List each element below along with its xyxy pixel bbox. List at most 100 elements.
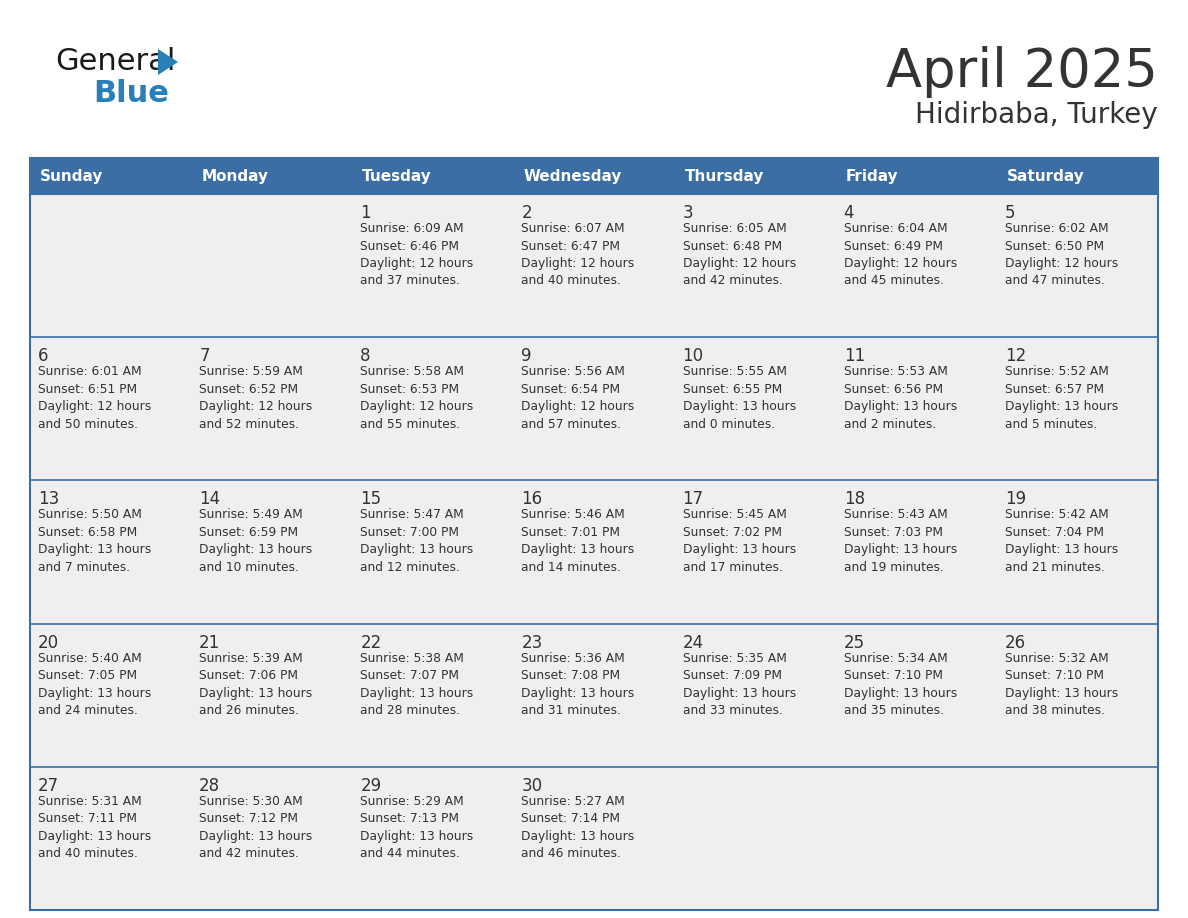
Bar	[997, 623, 1158, 767]
Text: 1: 1	[360, 204, 371, 222]
Text: 18: 18	[843, 490, 865, 509]
Bar	[835, 158, 997, 194]
Text: Sunrise: 5:31 AM
Sunset: 7:11 PM
Daylight: 13 hours
and 40 minutes.: Sunrise: 5:31 AM Sunset: 7:11 PM Dayligh…	[38, 795, 151, 860]
Text: 9: 9	[522, 347, 532, 365]
Text: Saturday: Saturday	[1007, 169, 1085, 184]
Text: Sunrise: 5:30 AM
Sunset: 7:12 PM
Daylight: 13 hours
and 42 minutes.: Sunrise: 5:30 AM Sunset: 7:12 PM Dayligh…	[200, 795, 312, 860]
Text: Sunrise: 5:49 AM
Sunset: 6:59 PM
Daylight: 13 hours
and 10 minutes.: Sunrise: 5:49 AM Sunset: 6:59 PM Dayligh…	[200, 509, 312, 574]
Text: Sunrise: 5:40 AM
Sunset: 7:05 PM
Daylight: 13 hours
and 24 minutes.: Sunrise: 5:40 AM Sunset: 7:05 PM Dayligh…	[38, 652, 151, 717]
Text: Sunrise: 5:47 AM
Sunset: 7:00 PM
Daylight: 13 hours
and 12 minutes.: Sunrise: 5:47 AM Sunset: 7:00 PM Dayligh…	[360, 509, 474, 574]
Text: Sunrise: 5:35 AM
Sunset: 7:09 PM
Daylight: 13 hours
and 33 minutes.: Sunrise: 5:35 AM Sunset: 7:09 PM Dayligh…	[683, 652, 796, 717]
Bar	[191, 337, 353, 480]
Text: General: General	[55, 48, 176, 76]
Polygon shape	[158, 49, 178, 75]
Text: Sunrise: 5:27 AM
Sunset: 7:14 PM
Daylight: 13 hours
and 46 minutes.: Sunrise: 5:27 AM Sunset: 7:14 PM Dayligh…	[522, 795, 634, 860]
Text: 15: 15	[360, 490, 381, 509]
Bar	[997, 194, 1158, 337]
Text: Sunrise: 5:52 AM
Sunset: 6:57 PM
Daylight: 13 hours
and 5 minutes.: Sunrise: 5:52 AM Sunset: 6:57 PM Dayligh…	[1005, 365, 1118, 431]
Text: Sunrise: 5:32 AM
Sunset: 7:10 PM
Daylight: 13 hours
and 38 minutes.: Sunrise: 5:32 AM Sunset: 7:10 PM Dayligh…	[1005, 652, 1118, 717]
Text: Sunrise: 6:07 AM
Sunset: 6:47 PM
Daylight: 12 hours
and 40 minutes.: Sunrise: 6:07 AM Sunset: 6:47 PM Dayligh…	[522, 222, 634, 287]
Bar	[675, 158, 835, 194]
Text: 5: 5	[1005, 204, 1016, 222]
Bar	[513, 158, 675, 194]
Bar	[513, 767, 675, 910]
Text: Sunrise: 6:01 AM
Sunset: 6:51 PM
Daylight: 12 hours
and 50 minutes.: Sunrise: 6:01 AM Sunset: 6:51 PM Dayligh…	[38, 365, 151, 431]
Bar	[835, 194, 997, 337]
Text: Sunrise: 5:43 AM
Sunset: 7:03 PM
Daylight: 13 hours
and 19 minutes.: Sunrise: 5:43 AM Sunset: 7:03 PM Dayligh…	[843, 509, 958, 574]
Text: Sunrise: 5:58 AM
Sunset: 6:53 PM
Daylight: 12 hours
and 55 minutes.: Sunrise: 5:58 AM Sunset: 6:53 PM Dayligh…	[360, 365, 474, 431]
Text: 21: 21	[200, 633, 221, 652]
Text: 13: 13	[38, 490, 59, 509]
Bar	[835, 337, 997, 480]
Bar	[191, 623, 353, 767]
Text: 19: 19	[1005, 490, 1026, 509]
Text: Sunrise: 5:45 AM
Sunset: 7:02 PM
Daylight: 13 hours
and 17 minutes.: Sunrise: 5:45 AM Sunset: 7:02 PM Dayligh…	[683, 509, 796, 574]
Text: 23: 23	[522, 633, 543, 652]
Bar	[30, 337, 191, 480]
Bar	[675, 480, 835, 623]
Text: Sunrise: 5:53 AM
Sunset: 6:56 PM
Daylight: 13 hours
and 2 minutes.: Sunrise: 5:53 AM Sunset: 6:56 PM Dayligh…	[843, 365, 958, 431]
Text: Friday: Friday	[846, 169, 898, 184]
Text: Sunrise: 6:09 AM
Sunset: 6:46 PM
Daylight: 12 hours
and 37 minutes.: Sunrise: 6:09 AM Sunset: 6:46 PM Dayligh…	[360, 222, 474, 287]
Text: 22: 22	[360, 633, 381, 652]
Text: Sunrise: 5:39 AM
Sunset: 7:06 PM
Daylight: 13 hours
and 26 minutes.: Sunrise: 5:39 AM Sunset: 7:06 PM Dayligh…	[200, 652, 312, 717]
Bar	[513, 480, 675, 623]
Text: Thursday: Thursday	[684, 169, 764, 184]
Bar	[835, 767, 997, 910]
Bar	[191, 480, 353, 623]
Text: Sunrise: 5:59 AM
Sunset: 6:52 PM
Daylight: 12 hours
and 52 minutes.: Sunrise: 5:59 AM Sunset: 6:52 PM Dayligh…	[200, 365, 312, 431]
Bar	[997, 480, 1158, 623]
Bar	[353, 623, 513, 767]
Bar	[353, 337, 513, 480]
Text: Sunrise: 6:05 AM
Sunset: 6:48 PM
Daylight: 12 hours
and 42 minutes.: Sunrise: 6:05 AM Sunset: 6:48 PM Dayligh…	[683, 222, 796, 287]
Bar	[675, 194, 835, 337]
Bar	[997, 337, 1158, 480]
Text: Hidirbaba, Turkey: Hidirbaba, Turkey	[916, 101, 1158, 129]
Bar	[997, 767, 1158, 910]
Text: 10: 10	[683, 347, 703, 365]
Text: 30: 30	[522, 777, 543, 795]
Text: Wednesday: Wednesday	[524, 169, 621, 184]
Bar	[30, 767, 191, 910]
Bar	[30, 194, 191, 337]
Text: 27: 27	[38, 777, 59, 795]
Text: 8: 8	[360, 347, 371, 365]
Text: 2: 2	[522, 204, 532, 222]
Bar	[191, 767, 353, 910]
Bar	[513, 623, 675, 767]
Text: 12: 12	[1005, 347, 1026, 365]
Text: April 2025: April 2025	[886, 46, 1158, 98]
Bar	[835, 623, 997, 767]
Bar	[513, 337, 675, 480]
Text: 11: 11	[843, 347, 865, 365]
Bar	[353, 767, 513, 910]
Text: Sunrise: 5:42 AM
Sunset: 7:04 PM
Daylight: 13 hours
and 21 minutes.: Sunrise: 5:42 AM Sunset: 7:04 PM Dayligh…	[1005, 509, 1118, 574]
Bar	[353, 480, 513, 623]
Text: 4: 4	[843, 204, 854, 222]
Text: Sunrise: 5:46 AM
Sunset: 7:01 PM
Daylight: 13 hours
and 14 minutes.: Sunrise: 5:46 AM Sunset: 7:01 PM Dayligh…	[522, 509, 634, 574]
Text: 14: 14	[200, 490, 220, 509]
Text: 24: 24	[683, 633, 703, 652]
Bar	[30, 480, 191, 623]
Bar	[835, 480, 997, 623]
Bar	[675, 623, 835, 767]
Bar	[30, 623, 191, 767]
Text: 20: 20	[38, 633, 59, 652]
Text: 16: 16	[522, 490, 543, 509]
Text: Monday: Monday	[201, 169, 268, 184]
Bar	[675, 337, 835, 480]
Bar	[675, 767, 835, 910]
Bar	[353, 194, 513, 337]
Text: 28: 28	[200, 777, 220, 795]
Bar	[513, 194, 675, 337]
Bar	[30, 158, 191, 194]
Text: Sunrise: 5:34 AM
Sunset: 7:10 PM
Daylight: 13 hours
and 35 minutes.: Sunrise: 5:34 AM Sunset: 7:10 PM Dayligh…	[843, 652, 958, 717]
Text: Sunrise: 5:29 AM
Sunset: 7:13 PM
Daylight: 13 hours
and 44 minutes.: Sunrise: 5:29 AM Sunset: 7:13 PM Dayligh…	[360, 795, 474, 860]
Text: Sunrise: 5:50 AM
Sunset: 6:58 PM
Daylight: 13 hours
and 7 minutes.: Sunrise: 5:50 AM Sunset: 6:58 PM Dayligh…	[38, 509, 151, 574]
Text: Sunrise: 5:36 AM
Sunset: 7:08 PM
Daylight: 13 hours
and 31 minutes.: Sunrise: 5:36 AM Sunset: 7:08 PM Dayligh…	[522, 652, 634, 717]
Text: 17: 17	[683, 490, 703, 509]
Bar	[353, 158, 513, 194]
Text: 3: 3	[683, 204, 693, 222]
Bar	[191, 194, 353, 337]
Bar	[997, 158, 1158, 194]
